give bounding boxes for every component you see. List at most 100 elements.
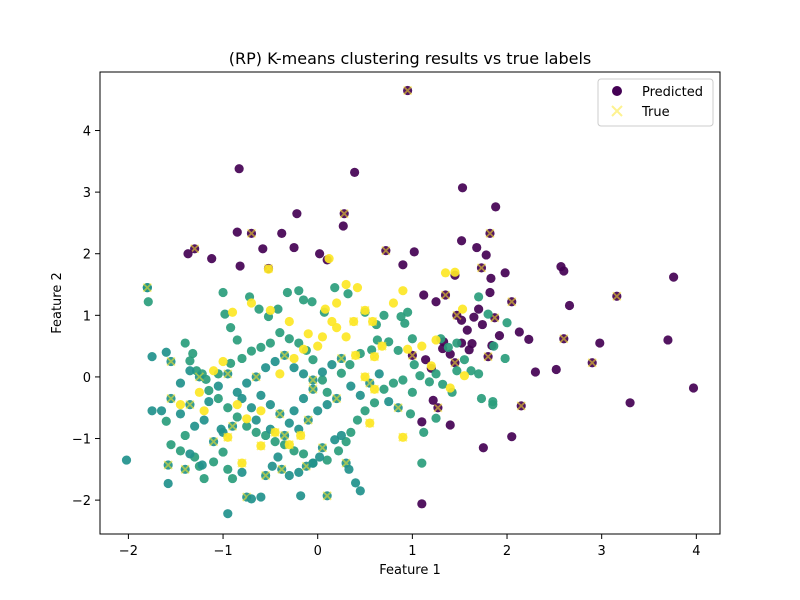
true-label-marker: [393, 403, 403, 413]
true-label-marker: [166, 393, 176, 404]
true-label-marker: [332, 393, 342, 404]
predicted-point: [452, 338, 462, 348]
predicted-point: [474, 292, 484, 302]
predicted-point: [507, 432, 517, 442]
predicted-point: [273, 304, 283, 314]
y-axis-label: Feature 2: [50, 272, 65, 334]
predicted-point: [265, 400, 275, 410]
predicted-point: [431, 369, 441, 379]
predicted-point: [246, 403, 257, 413]
predicted-point: [197, 460, 207, 470]
predicted-point: [296, 491, 306, 501]
true-label-marker: [223, 432, 233, 442]
predicted-point: [500, 268, 510, 278]
predicted-point: [688, 383, 699, 393]
true-label-marker: [284, 440, 294, 450]
predicted-point: [218, 287, 228, 298]
true-label-marker: [369, 384, 380, 394]
predicted-point: [227, 307, 238, 317]
predicted-point: [246, 346, 257, 356]
predicted-point: [166, 440, 176, 450]
predicted-point: [403, 307, 413, 317]
true-label-marker: [185, 400, 195, 410]
predicted-point: [485, 287, 495, 298]
true-label-marker: [507, 297, 517, 307]
y-tick-label: 0: [83, 371, 91, 386]
predicted-point: [190, 421, 200, 431]
predicted-point: [284, 418, 294, 428]
predicted-point: [564, 300, 575, 311]
predicted-point: [388, 378, 399, 388]
predicted-point: [208, 366, 219, 376]
true-label-marker: [303, 415, 313, 425]
predicted-point: [289, 406, 299, 416]
legend-true-marker: [611, 105, 623, 117]
predicted-point: [405, 409, 416, 419]
predicted-point: [350, 167, 360, 178]
predicted-point: [313, 341, 323, 351]
predicted-point: [494, 331, 505, 341]
predicted-point: [317, 375, 328, 385]
predicted-point: [426, 361, 436, 371]
true-label-marker: [246, 228, 257, 239]
predicted-point: [663, 335, 673, 345]
true-label-marker: [277, 464, 287, 474]
predicted-point: [256, 492, 266, 502]
predicted-point: [294, 286, 304, 296]
predicted-point: [369, 398, 380, 408]
predicted-point: [289, 242, 299, 253]
predicted-point: [384, 337, 394, 347]
predicted-point: [223, 464, 233, 474]
y-tick-label: 2: [83, 248, 91, 263]
x-tick-label: 3: [598, 544, 606, 559]
predicted-point: [275, 369, 285, 379]
y-tick-label: 4: [83, 125, 91, 140]
predicted-point: [396, 311, 406, 322]
predicted-point: [161, 347, 171, 357]
predicted-point: [226, 323, 236, 333]
predicted-point: [307, 297, 317, 307]
predicted-point: [188, 348, 198, 359]
predicted-point: [273, 452, 283, 462]
predicted-point: [143, 297, 153, 307]
predicted-point: [407, 334, 417, 344]
predicted-point: [147, 351, 157, 362]
predicted-point: [464, 345, 474, 355]
predicted-point: [213, 381, 223, 391]
y-tick-label: 1: [83, 309, 91, 324]
predicted-point: [175, 400, 186, 410]
predicted-point: [336, 368, 346, 378]
predicted-point: [220, 309, 230, 319]
predicted-point: [183, 249, 193, 259]
true-label-marker: [452, 310, 462, 320]
predicted-point: [294, 467, 304, 477]
x-tick-label: 0: [314, 544, 322, 559]
predicted-point: [415, 371, 425, 381]
legend-box: [597, 78, 714, 127]
true-label-marker: [349, 316, 359, 327]
predicted-point: [424, 377, 435, 387]
predicted-point: [246, 298, 257, 308]
predicted-point: [462, 325, 472, 335]
predicted-point: [213, 393, 223, 404]
predicted-point: [393, 345, 403, 356]
predicted-point: [336, 430, 346, 441]
true-label-marker: [279, 430, 290, 441]
predicted-point: [204, 385, 214, 396]
predicted-point: [232, 335, 242, 345]
predicted-point: [298, 449, 309, 459]
predicted-point: [234, 164, 244, 174]
true-label-marker: [516, 401, 526, 411]
predicted-point: [175, 446, 186, 456]
predicted-point: [341, 279, 351, 290]
predicted-point: [308, 458, 318, 468]
predicted-point: [407, 387, 417, 397]
predicted-point: [315, 452, 325, 462]
predicted-point: [669, 272, 679, 282]
predicted-point: [147, 406, 157, 416]
predicted-point: [317, 332, 328, 342]
predicted-point: [438, 379, 448, 389]
predicted-point: [232, 412, 242, 422]
predicted-point: [625, 398, 635, 408]
